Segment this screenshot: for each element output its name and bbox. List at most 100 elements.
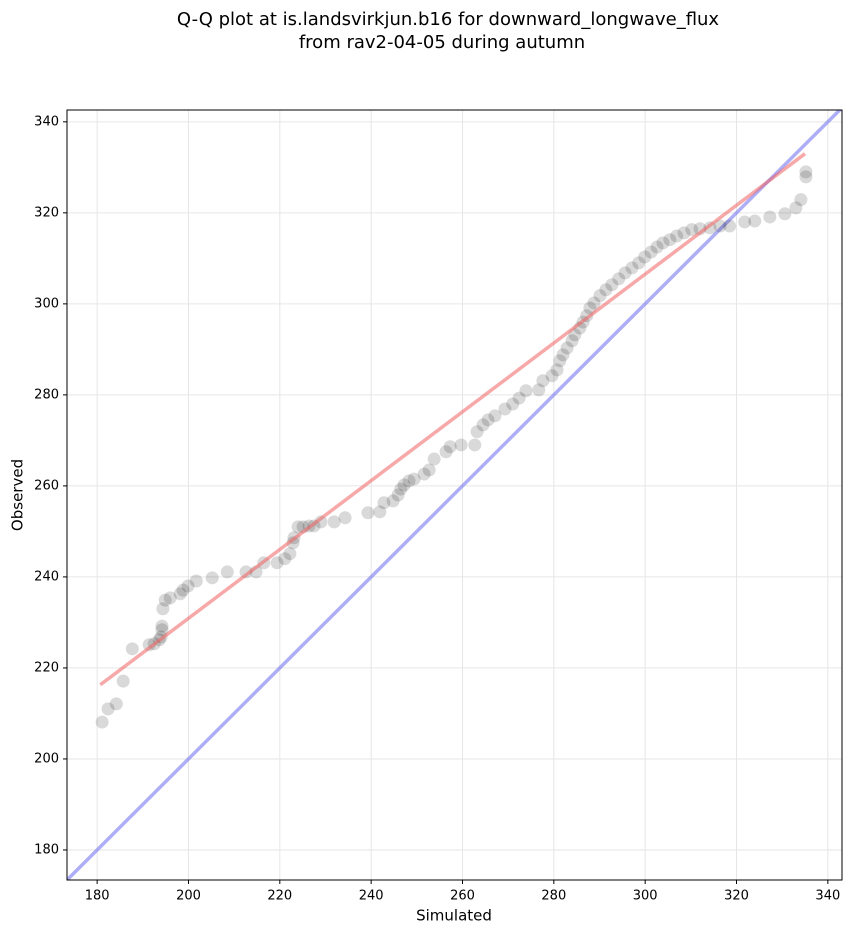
point <box>553 354 567 368</box>
point <box>519 384 533 398</box>
y-axis-label: Observed <box>9 459 27 531</box>
point <box>155 623 169 637</box>
point <box>189 574 203 588</box>
point <box>417 467 431 481</box>
point <box>599 283 613 297</box>
point <box>498 402 512 416</box>
point <box>632 256 646 270</box>
point <box>156 602 170 616</box>
point <box>638 250 652 264</box>
point <box>612 272 626 286</box>
x-tick-label: 340 <box>815 889 840 904</box>
point <box>125 642 139 656</box>
point <box>794 193 808 207</box>
point <box>402 474 416 488</box>
point <box>670 229 684 243</box>
point <box>481 413 495 427</box>
point <box>443 440 457 454</box>
point <box>95 715 109 729</box>
point <box>283 547 297 561</box>
point <box>155 619 169 633</box>
fit-line <box>99 152 807 687</box>
point <box>338 511 352 525</box>
point <box>278 552 292 566</box>
point <box>587 296 601 310</box>
point <box>468 438 482 452</box>
point <box>427 452 441 466</box>
point <box>656 236 670 250</box>
y-tick-label: 180 <box>34 842 59 857</box>
y-tick-label: 280 <box>34 387 59 402</box>
x-tick-label: 300 <box>633 889 658 904</box>
point <box>109 697 123 711</box>
x-tick-label: 320 <box>724 889 749 904</box>
chart-title: from rav2-04-05 during autumn <box>299 32 585 53</box>
point <box>158 593 172 607</box>
y-tick-label: 200 <box>34 751 59 766</box>
point <box>377 496 391 510</box>
x-tick-label: 220 <box>267 889 292 904</box>
point <box>116 674 130 688</box>
plot-area <box>67 110 842 880</box>
point <box>605 278 619 292</box>
x-tick-label: 280 <box>541 889 566 904</box>
point <box>593 289 607 303</box>
x-tick-label: 240 <box>359 889 384 904</box>
y-tick-label: 340 <box>34 114 59 129</box>
point <box>789 201 803 215</box>
point <box>391 488 405 502</box>
point <box>373 505 387 519</box>
point <box>470 425 484 439</box>
x-axis-label: Simulated <box>416 907 492 925</box>
point <box>685 223 699 237</box>
point <box>101 702 115 716</box>
point <box>723 219 737 233</box>
y-tick-label: 220 <box>34 660 59 675</box>
point <box>506 397 520 411</box>
point <box>476 418 490 432</box>
point <box>532 383 546 397</box>
x-tick-label: 260 <box>450 889 475 904</box>
point <box>181 579 195 593</box>
point <box>713 219 727 233</box>
point <box>618 266 632 280</box>
point <box>291 520 305 534</box>
point <box>439 445 453 459</box>
point <box>738 215 752 229</box>
y-tick-label: 260 <box>34 478 59 493</box>
point <box>560 341 574 355</box>
point <box>545 369 559 383</box>
point <box>173 587 187 601</box>
point <box>677 226 691 240</box>
point <box>536 374 550 388</box>
point <box>663 233 677 247</box>
reference-line <box>67 110 842 880</box>
point <box>625 261 639 275</box>
point <box>550 363 564 377</box>
axes-frame <box>66 109 843 881</box>
point <box>650 240 664 254</box>
point <box>454 438 468 452</box>
x-tick-label: 180 <box>85 889 110 904</box>
y-tick-label: 300 <box>34 296 59 311</box>
point <box>565 334 579 348</box>
point <box>163 591 177 605</box>
point <box>361 506 375 520</box>
point <box>748 214 762 228</box>
point <box>799 170 813 184</box>
point <box>176 583 190 597</box>
point <box>422 463 436 477</box>
point <box>397 478 411 492</box>
point <box>488 409 502 423</box>
point <box>239 565 253 579</box>
x-tick-label: 200 <box>176 889 201 904</box>
point <box>205 571 219 585</box>
point <box>386 494 400 508</box>
point <box>286 536 300 550</box>
point <box>556 348 570 362</box>
point <box>644 245 658 259</box>
point <box>314 515 328 529</box>
point <box>512 391 526 405</box>
